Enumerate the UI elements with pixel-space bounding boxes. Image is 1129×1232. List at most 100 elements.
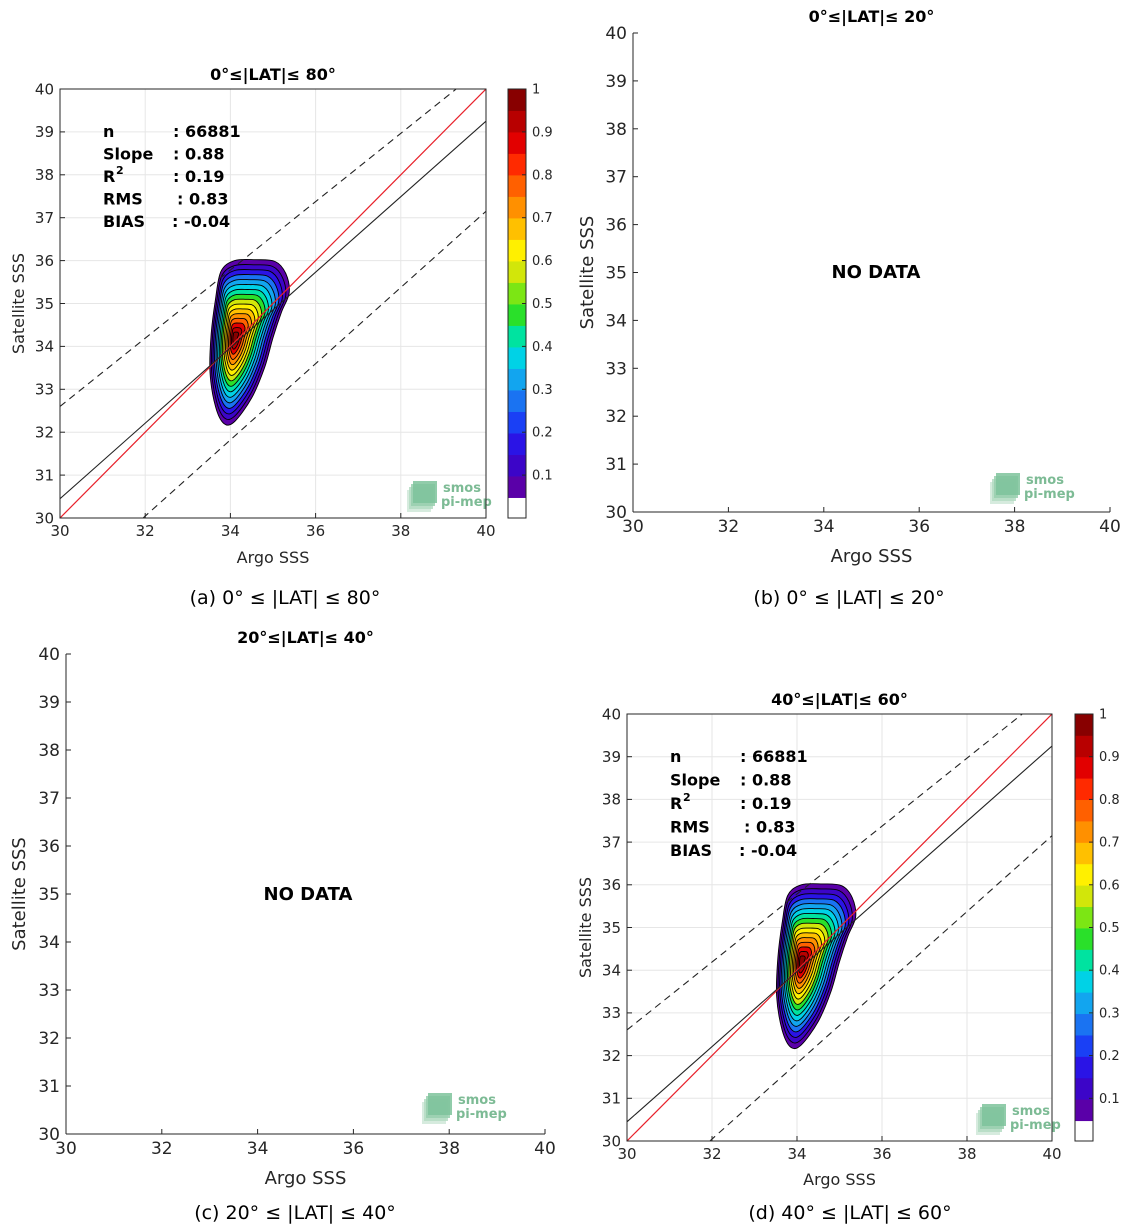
y-tick-label: 34 <box>605 311 627 331</box>
reference-lines <box>60 89 486 518</box>
y-tick-label: 32 <box>38 1029 60 1049</box>
logo-text-smos: smos <box>1012 1104 1050 1119</box>
y-tick-label: 30 <box>35 509 54 527</box>
x-tick-label: 36 <box>343 1139 365 1159</box>
x-tick-label: 32 <box>702 1145 721 1163</box>
colorbar-swatch <box>1075 863 1093 886</box>
y-tick-label: 30 <box>602 1132 621 1150</box>
y-tick-label: 38 <box>38 741 60 761</box>
x-tick-label: 40 <box>534 1139 556 1159</box>
colorbar-swatch <box>1075 842 1093 865</box>
colorbar-tick-label: 0.4 <box>532 340 553 355</box>
colorbar: 0.1 0.2 0.3 0.4 0.5 0.6 0.7 0.8 0.9 1 <box>1074 708 1120 1142</box>
y-axis-label: Satellite SSS <box>9 253 28 354</box>
x-tick-label: 34 <box>221 522 240 540</box>
colorbar-swatch <box>508 196 526 219</box>
colorbar-swatch <box>1075 928 1093 950</box>
panel-a: n: 66881 Slope: 0.88 R 2: 0.19 RMS: 0.83 BIAS… <box>9 65 553 567</box>
colorbar-tick-label: 0.2 <box>1099 1049 1120 1064</box>
y-tick-label: 31 <box>38 1077 60 1097</box>
x-axis-label: Argo SSS <box>237 548 310 567</box>
fit-line <box>627 745 1052 1123</box>
colorbar-tick-label: 0.9 <box>1099 750 1120 765</box>
x-axis-label: Argo SSS <box>803 1170 876 1189</box>
stats-block: n: 66881 Slope: 0.88 R 2: 0.19 RMS: 0.83 BIAS… <box>670 747 808 860</box>
x-tick-label: 32 <box>151 1139 173 1159</box>
colorbar-tick-label: 0.7 <box>532 211 553 226</box>
stat-value-bias: : -0.04 <box>739 841 797 860</box>
colorbar-swatch <box>508 261 526 283</box>
stacked-map-icon <box>422 1093 452 1124</box>
colorbar-swatch <box>508 476 526 498</box>
x-tick-label: 36 <box>872 1145 891 1163</box>
panel-d: n: 66881 Slope: 0.88 R 2: 0.19 RMS: 0.83 BIAS… <box>576 690 1120 1189</box>
y-tick-label: 37 <box>602 833 621 851</box>
colorbar-tick-label: 0.9 <box>532 125 553 140</box>
y-tick-label: 36 <box>605 216 627 236</box>
colorbar-swatch <box>1075 949 1093 972</box>
colorbar-swatch <box>1075 970 1093 993</box>
plot-area <box>633 33 1110 512</box>
colorbar-swatch <box>508 390 526 412</box>
y-tick-label: 40 <box>35 80 54 98</box>
y-tick-label: 38 <box>605 120 627 140</box>
x-tick-label: 30 <box>622 517 644 537</box>
y-tick-label: 39 <box>605 72 627 92</box>
stat-key-slope: Slope <box>103 145 153 164</box>
stacked-map-icon <box>407 481 437 512</box>
y-tick-label: 35 <box>605 263 627 283</box>
y-tick-label: 32 <box>602 1047 621 1065</box>
x-tick-label: 40 <box>1099 517 1121 537</box>
colorbar-swatch <box>1075 992 1093 1015</box>
x-tick-label: 34 <box>813 517 835 537</box>
colorbar-swatch <box>508 132 526 154</box>
colorbar-swatch <box>1075 756 1093 779</box>
x-tick-label: 38 <box>438 1139 460 1159</box>
y-tick-label: 33 <box>38 981 60 1001</box>
stat-value-r: : 0.19 <box>740 794 791 813</box>
logo-text-pi-mep: pi-mep <box>441 495 492 510</box>
y-tick-label: 40 <box>602 705 621 723</box>
no-data-label: NO DATA <box>264 884 353 905</box>
colorbar-swatch <box>508 325 526 348</box>
stat-value-slope: : 0.88 <box>740 771 791 790</box>
y-tick-label: 32 <box>605 407 627 427</box>
axis-ticks: 30 32 34 36 38 40 30 31 32 33 34 35 36 37 38 39 40 <box>35 80 496 540</box>
x-tick-label: 32 <box>136 522 155 540</box>
y-tick-label: 31 <box>602 1090 621 1108</box>
identity-line <box>60 89 486 518</box>
stat-value-bias: : -0.04 <box>172 212 230 231</box>
identity-line <box>627 714 1052 1141</box>
y-axis-label: Satellite SSS <box>576 877 595 978</box>
colorbar: 0.1 0.2 0.3 0.4 0.5 0.6 0.7 0.8 0.9 1 <box>507 83 553 519</box>
x-tick-label: 38 <box>391 522 410 540</box>
colorbar-tick-label: 1 <box>532 83 540 98</box>
colorbar-tick-label: 0.4 <box>1099 964 1120 979</box>
stat-key-slope: Slope <box>670 771 720 790</box>
panel-caption: (d) 40° ≤ |LAT| ≤ 60° <box>748 1202 951 1224</box>
colorbar-swatch <box>508 304 526 326</box>
y-tick-label: 33 <box>35 381 54 399</box>
colorbar-swatch <box>508 347 526 369</box>
y-tick-label: 39 <box>602 748 621 766</box>
reference-lines <box>627 714 1052 1141</box>
stat-key-r: R <box>103 167 115 186</box>
stat-value-rms: : 0.83 <box>177 190 228 209</box>
colorbar-tick-label: 0.6 <box>532 254 553 269</box>
stat-value-slope: : 0.88 <box>173 145 224 164</box>
y-tick-label: 34 <box>38 933 60 953</box>
colorbar-swatch <box>508 454 526 477</box>
chart-title: 0°≤|LAT|≤ 20° <box>809 7 935 27</box>
x-tick-label: 40 <box>1042 1145 1061 1163</box>
colorbar-swatch <box>1075 1056 1093 1079</box>
logo-text-pi-mep: pi-mep <box>456 1107 507 1122</box>
colorbar-swatch-empty <box>508 497 526 518</box>
x-tick-label: 38 <box>1004 517 1026 537</box>
colorbar-swatch <box>508 218 526 240</box>
colorbar-swatch <box>508 239 526 262</box>
colorbar-swatch <box>508 110 526 133</box>
stat-value-rms: : 0.83 <box>744 818 795 837</box>
x-tick-label: 30 <box>50 522 69 540</box>
